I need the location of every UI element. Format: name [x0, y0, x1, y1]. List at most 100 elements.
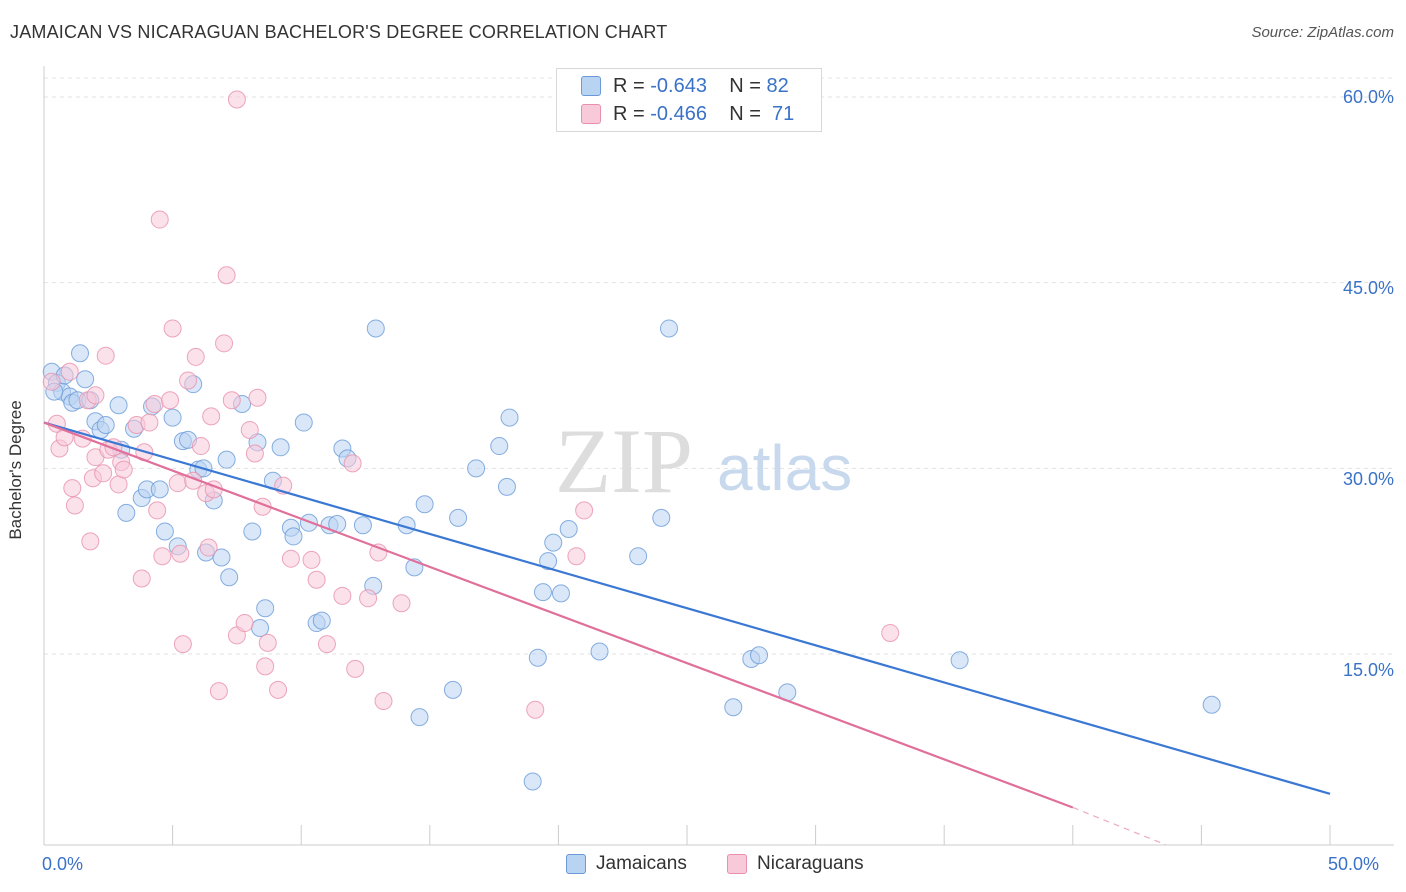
source-credit: Source: ZipAtlas.com	[1251, 24, 1394, 41]
axes	[43, 66, 1394, 846]
legend-swatch-nicaraguans	[581, 104, 601, 124]
data-point	[374, 692, 393, 711]
data-point	[76, 370, 95, 389]
data-point	[150, 210, 169, 229]
data-point	[950, 651, 969, 670]
data-point	[202, 407, 221, 426]
data-point	[140, 413, 159, 432]
bottom-legend-nicaraguans: Nicaraguans	[727, 852, 864, 876]
data-point	[199, 538, 218, 557]
data-point	[497, 477, 516, 496]
data-point	[724, 698, 743, 717]
data-point	[179, 371, 198, 390]
data-point	[217, 450, 236, 469]
legend-row-nicaraguans: R = -0.466 N = 71	[581, 102, 794, 126]
data-point	[443, 680, 462, 699]
data-point	[258, 633, 277, 652]
data-point	[271, 438, 290, 457]
correlation-legend: R = -0.643 N = 82 R = -0.466 N = 71	[556, 68, 822, 132]
legend-n-label: N =	[729, 74, 761, 97]
data-point	[132, 569, 151, 588]
data-point	[71, 344, 90, 363]
watermark: ZIP atlas	[555, 410, 852, 512]
jamaicans-points	[42, 319, 1221, 791]
data-point	[161, 391, 180, 410]
data-point	[109, 396, 128, 415]
data-point	[881, 623, 900, 642]
data-point	[227, 90, 246, 109]
data-point	[222, 391, 241, 410]
data-point	[96, 416, 115, 435]
data-point	[212, 548, 231, 567]
data-point	[652, 508, 671, 527]
data-point	[544, 533, 563, 552]
data-point	[269, 680, 288, 699]
data-point	[217, 266, 236, 285]
legend-n-value: 71	[772, 102, 795, 125]
data-point	[559, 519, 578, 538]
y-tick-label-15: 15.0%	[1342, 660, 1394, 680]
data-point	[533, 583, 552, 602]
legend-swatch-jamaicans	[581, 76, 601, 96]
x-tick-label-max: 50.0%	[1328, 854, 1380, 874]
data-point	[343, 454, 362, 473]
legend-r-value: -0.466	[650, 102, 707, 125]
legend-n-label: N =	[729, 102, 761, 125]
bottom-legend-swatch-jamaicans	[566, 854, 586, 874]
gridlines	[44, 77, 1394, 655]
data-point	[551, 584, 570, 603]
data-point	[590, 642, 609, 661]
data-point	[312, 611, 331, 630]
data-point	[1202, 695, 1221, 714]
data-point	[94, 464, 113, 483]
data-point	[526, 700, 545, 719]
data-point	[353, 516, 372, 535]
data-point	[346, 659, 365, 678]
data-point	[750, 646, 769, 665]
data-point	[575, 501, 594, 520]
y-tick-label-60: 60.0%	[1342, 87, 1394, 107]
data-point	[153, 547, 172, 566]
data-point	[251, 619, 270, 638]
data-point	[145, 394, 164, 413]
data-point	[284, 527, 303, 546]
data-point	[248, 388, 267, 407]
data-point	[307, 570, 326, 589]
nicaraguans-points	[42, 90, 900, 719]
data-point	[366, 319, 385, 338]
data-point	[220, 568, 239, 587]
trend-lines	[43, 421, 1331, 846]
data-point	[240, 420, 259, 439]
legend-n-value: 82	[766, 74, 789, 97]
bottom-legend-label-nicaraguans: Nicaraguans	[757, 853, 864, 874]
data-point	[317, 635, 336, 654]
data-point	[155, 522, 174, 541]
data-point	[449, 508, 468, 527]
data-point	[191, 437, 210, 456]
y-tick-label-45: 45.0%	[1342, 278, 1394, 298]
bottom-legend-jamaicans: Jamaicans	[566, 852, 687, 876]
watermark-atlas: atlas	[717, 432, 852, 504]
data-point	[42, 372, 61, 391]
data-point	[148, 501, 167, 520]
data-point	[63, 479, 82, 498]
data-point	[490, 437, 509, 456]
data-point	[243, 522, 262, 541]
trend-line-extension	[1072, 806, 1166, 846]
data-point	[114, 460, 133, 479]
data-point	[96, 346, 115, 365]
data-point	[467, 459, 486, 478]
trend-line-nicaraguans	[43, 421, 1074, 809]
data-point	[410, 708, 429, 727]
data-point	[209, 682, 228, 701]
data-point	[81, 532, 100, 551]
data-point	[659, 319, 678, 338]
data-point	[523, 772, 542, 791]
bottom-legend-label-jamaicans: Jamaicans	[596, 853, 687, 874]
data-point	[163, 319, 182, 338]
data-point	[235, 614, 254, 633]
data-point	[163, 408, 182, 427]
data-point	[333, 586, 352, 605]
legend-row-jamaicans: R = -0.643 N = 82	[581, 74, 789, 98]
x-tick-label-min: 0.0%	[42, 854, 84, 874]
